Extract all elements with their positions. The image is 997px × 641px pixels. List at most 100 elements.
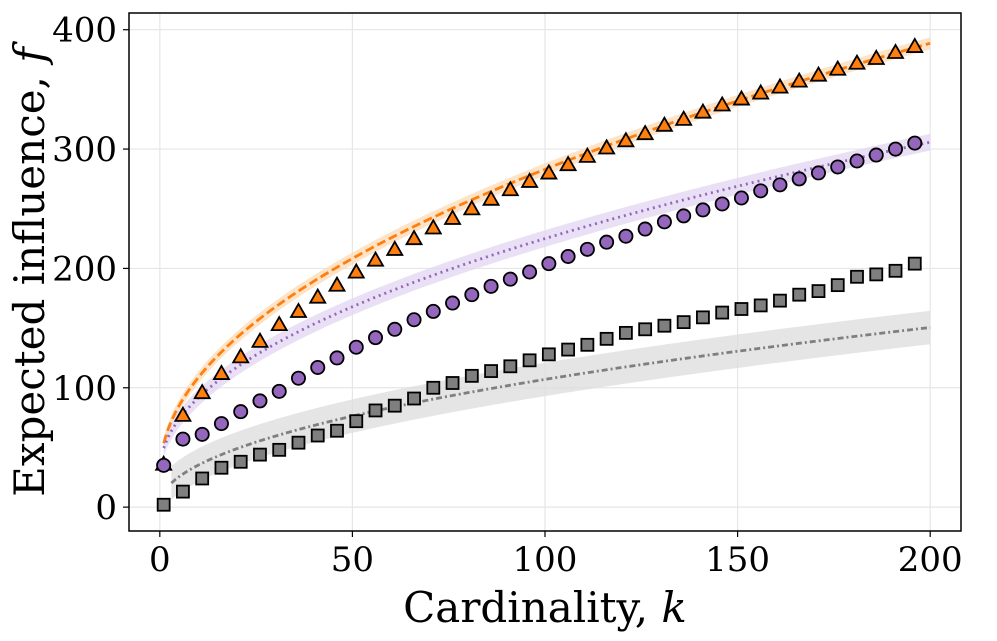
square-series-point (368, 403, 383, 418)
circle-series-point (888, 141, 904, 157)
circle-series-point (425, 303, 441, 319)
square-series-point (811, 284, 826, 298)
circle-series-point (599, 234, 615, 250)
circle-series-point (194, 426, 210, 442)
triangle-series-point (366, 250, 385, 267)
triangle-series-point (693, 102, 712, 119)
triangle-series-point (347, 262, 366, 279)
square-series-point (657, 318, 672, 333)
triangle-series-point (867, 49, 886, 65)
square-series-point (830, 278, 845, 293)
circle-series-point (560, 248, 576, 264)
circle-series-point (156, 457, 172, 473)
triangle-series-point (597, 138, 616, 155)
square-series-point (503, 359, 518, 374)
circle-series-point (714, 196, 730, 212)
triangle-series-point (308, 287, 327, 304)
circle-series-point (676, 208, 692, 224)
square-series-point (233, 454, 248, 469)
triangle-series-point (770, 77, 790, 94)
circle-series-point (271, 383, 287, 399)
y-tick-label: 200 (52, 249, 117, 289)
square-series-point (484, 364, 498, 378)
y-axis-label: Expected influence, f (5, 41, 54, 497)
triangle-series-point (482, 189, 501, 206)
square-series-point (330, 423, 344, 438)
circle-series-point (368, 330, 384, 346)
triangle-series-point (520, 171, 539, 188)
circle-series-point (849, 153, 865, 169)
triangle-series-point (905, 37, 924, 53)
triangle-series-point (250, 331, 270, 348)
triangle-series-point (616, 131, 635, 148)
square-series-point (195, 471, 210, 486)
triangle-series-point (327, 275, 347, 292)
y-tick-label: 300 (52, 130, 117, 170)
circle-series-point (541, 256, 557, 272)
square-series-band (171, 310, 931, 500)
circle-series-point (464, 287, 480, 303)
circle-series-point (348, 339, 364, 355)
circle-series-point (329, 350, 345, 366)
x-tick-label: 200 (898, 540, 963, 580)
triangle-series-point (847, 53, 867, 70)
square-series-point (696, 310, 710, 325)
circle-series-point (753, 183, 769, 199)
circle-series-point (637, 221, 653, 237)
square-series-point (349, 414, 364, 429)
triangle-series-point (289, 302, 308, 318)
triangle-series-point (443, 208, 462, 225)
grid (129, 13, 961, 531)
x-axis-label: Cardinality, k (403, 583, 687, 632)
circle-series-point (522, 264, 538, 280)
circle-series-point (772, 177, 788, 193)
circle-series-point (907, 135, 923, 151)
triangle-series-point (424, 218, 443, 235)
circle-series-fit-line (162, 140, 931, 449)
square-series-point (907, 256, 922, 271)
square-series-point (734, 302, 749, 316)
triangle-series-point (539, 163, 558, 180)
square-series-fit-line (170, 326, 931, 485)
y-tick-label: 100 (52, 369, 117, 409)
square-series-point (291, 435, 306, 450)
square-series-point (214, 460, 229, 475)
square-series-point (445, 376, 460, 390)
square-series-point (715, 305, 730, 320)
square-series-point (676, 315, 691, 330)
circle-series-point (502, 271, 518, 287)
triangle-series-point (828, 59, 847, 76)
triangle-series-point (231, 347, 250, 364)
square-series-point (580, 337, 595, 352)
circle-series-point (830, 159, 846, 175)
triangle-series-point (404, 229, 424, 246)
square-series-point (618, 325, 633, 340)
circle-series-point (695, 202, 711, 218)
x-tick-label: 100 (513, 540, 578, 580)
triangle-series-point (501, 180, 520, 197)
y-tick-label: 400 (52, 11, 117, 51)
square-series-point (638, 322, 653, 337)
square-series-point (426, 380, 441, 395)
circle-series-point (445, 295, 461, 311)
triangle-series-point (578, 146, 597, 163)
circle-series-point (387, 321, 403, 337)
triangle-series-point (462, 199, 481, 216)
square-series-point (850, 269, 864, 284)
triangle-series-point (270, 315, 289, 332)
square-series-point (310, 428, 325, 443)
triangle-series-point (636, 124, 655, 141)
triangle-series-point (790, 71, 809, 88)
triangle-series-point (385, 240, 404, 256)
square-series-point (561, 342, 576, 357)
circle-series-point (406, 312, 422, 328)
square-series-point (407, 391, 421, 406)
circle-series-point (618, 228, 634, 244)
circle-series-point (290, 370, 306, 386)
x-tick-label: 0 (149, 540, 171, 580)
square-series-point (253, 447, 267, 462)
square-series-point (541, 347, 556, 362)
square-series-point (522, 353, 537, 368)
triangle-series-point (212, 364, 231, 380)
square-series-point (156, 497, 171, 512)
